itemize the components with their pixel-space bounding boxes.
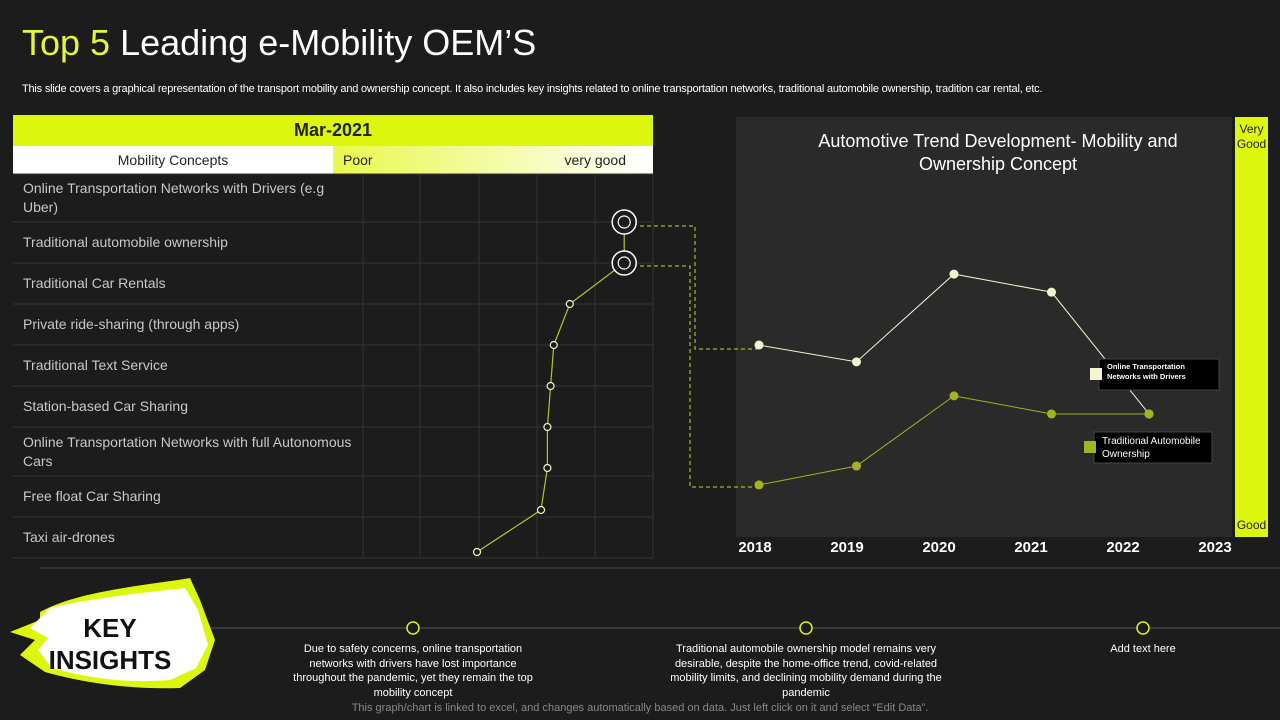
- rank-point: [472, 547, 482, 557]
- rank-point: [546, 381, 555, 391]
- insight-text: Traditional automobile ownership model r…: [670, 643, 942, 699]
- plot-area: [736, 117, 1232, 537]
- row-label: Traditional Car Rentals: [23, 275, 166, 291]
- timeline-dot: [406, 621, 420, 635]
- y-tick-label: Very Good: [1236, 122, 1267, 151]
- timeline-dot: [799, 621, 813, 635]
- x-tick-label: 2021: [1014, 539, 1047, 556]
- series-point: [1047, 287, 1056, 297]
- x-tick-label: 2019: [830, 539, 863, 556]
- legend-label: Online Transportation Networks with Driv…: [1107, 362, 1186, 381]
- scale-low: Poor: [343, 152, 373, 168]
- series-point: [1047, 409, 1056, 419]
- insight-text: Due to safety concerns, online transport…: [293, 643, 533, 699]
- insight-text: Add text here: [1110, 643, 1176, 655]
- title: Top 5 Leading e-Mobility OEM’S: [22, 22, 536, 64]
- series-point: [754, 480, 764, 490]
- rating-bar: [1235, 117, 1268, 537]
- series-point: [1144, 409, 1154, 419]
- legend-box: [1093, 431, 1213, 464]
- rank-point: [543, 463, 552, 473]
- rank-point: [549, 340, 558, 350]
- table-header: [13, 115, 653, 146]
- x-tick-label: 2023: [1198, 539, 1231, 556]
- heading-text: KEY INSIGHTS: [48, 613, 172, 675]
- x-tick-label: 2018: [738, 539, 771, 556]
- title-rest: Leading e-Mobility OEM’S: [120, 22, 537, 63]
- timeline-dot: [1136, 621, 1150, 635]
- subtitle: This slide covers a graphical representa…: [22, 83, 1043, 95]
- row-label: Online Transportation Networks with full…: [23, 433, 352, 469]
- column-header: Mobility Concepts: [117, 152, 229, 168]
- row-label: Online Transportation Networks with Driv…: [23, 180, 325, 215]
- rank-point: [617, 215, 631, 229]
- x-tick-label: 2022: [1106, 539, 1139, 556]
- series-point: [949, 391, 959, 401]
- series-point: [852, 357, 861, 367]
- brush: [30, 588, 208, 682]
- rank-point: [543, 422, 552, 432]
- header-cell: [13, 146, 333, 174]
- row-label: Traditional Text Service: [23, 357, 168, 373]
- scale-high: very good: [564, 152, 626, 168]
- connector: [640, 265, 757, 488]
- series-point: [949, 269, 959, 279]
- footer-note: This graph/chart is linked to excel, and…: [351, 702, 929, 714]
- rank-point: [565, 299, 574, 309]
- row-label: Traditional automobile ownership: [23, 234, 228, 250]
- legend-label: Traditional Automobile Ownership: [1102, 436, 1201, 460]
- x-tick-label: 2020: [922, 539, 955, 556]
- series-point: [852, 461, 861, 471]
- table-title: Mar-2021: [293, 120, 373, 140]
- chart-title: Automotive Trend Development- Mobility a…: [818, 131, 1178, 174]
- rank-point: [617, 256, 631, 270]
- insights-heading: KEY INSIGHTS: [30, 612, 190, 676]
- series-point: [754, 340, 764, 350]
- scale-cell: [333, 146, 653, 174]
- row-label: Station-based Car Sharing: [23, 398, 188, 414]
- rank-point: [536, 505, 546, 515]
- y-tick-label: Good: [1236, 518, 1267, 532]
- legend-swatch: [1090, 368, 1102, 380]
- row-label: Private ride-sharing (through apps): [23, 316, 240, 332]
- row-label: Free float Car Sharing: [23, 488, 161, 504]
- row-label: Taxi air-drones: [23, 529, 115, 545]
- title-lead: Top 5: [22, 22, 111, 63]
- legend-swatch: [1084, 441, 1096, 453]
